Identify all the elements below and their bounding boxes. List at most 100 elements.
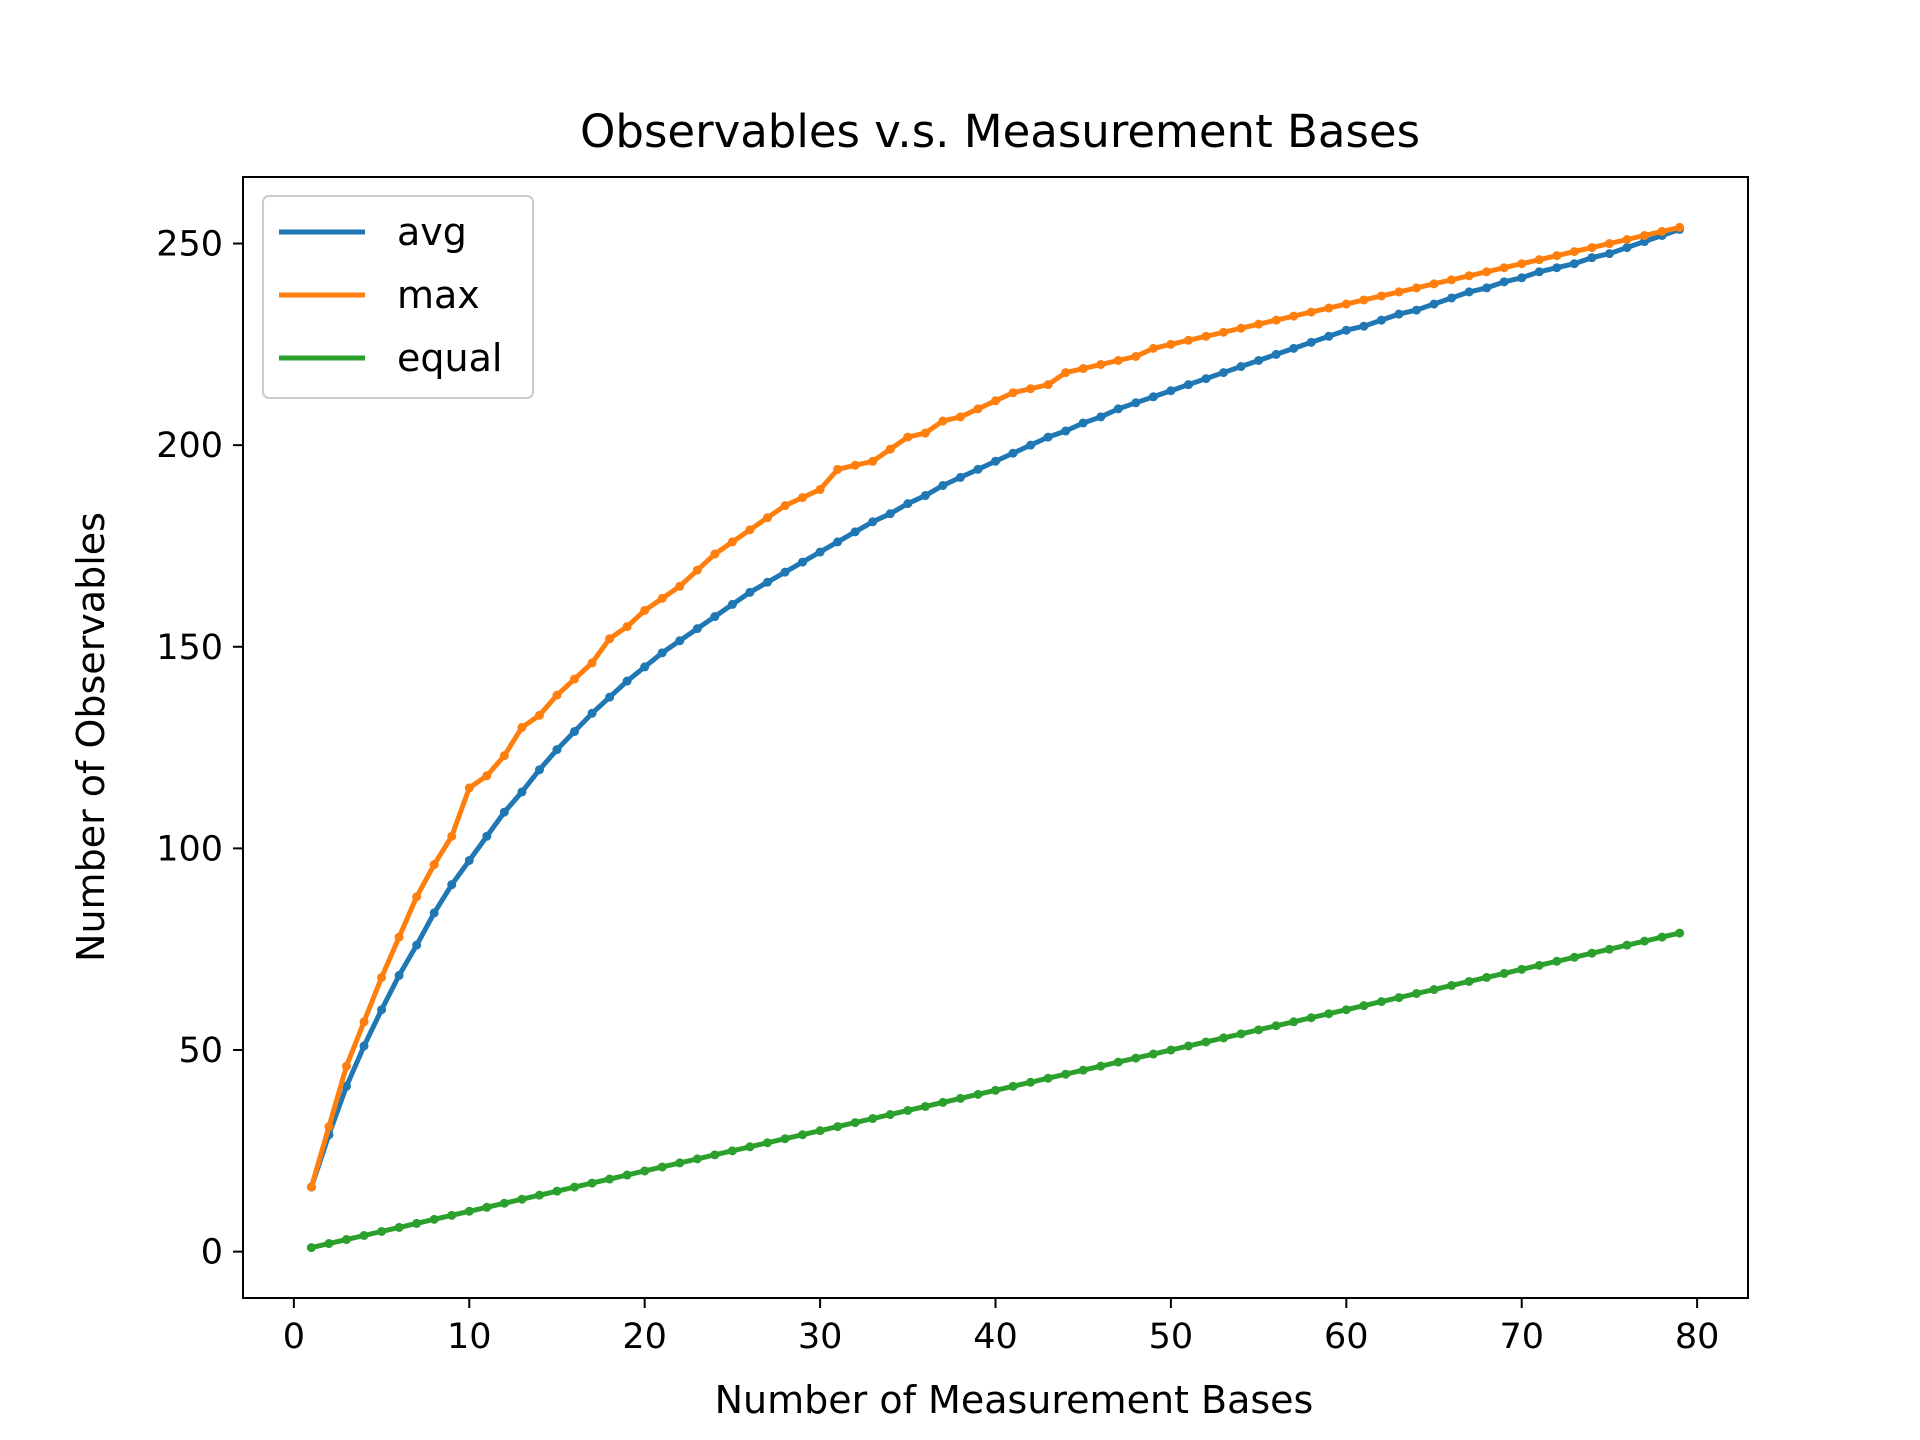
legend-label: max <box>397 273 480 317</box>
data-point-max <box>675 581 685 591</box>
data-point-max <box>1271 315 1281 325</box>
data-point-equal <box>938 1097 948 1107</box>
data-point-max <box>534 710 544 720</box>
data-point-avg <box>587 708 597 718</box>
data-point-equal <box>1359 1001 1369 1011</box>
y-axis-label: Number of Observables <box>69 512 113 962</box>
data-point-avg <box>640 662 650 672</box>
data-point-equal <box>359 1231 369 1240</box>
x-axis-label: Number of Measurement Bases <box>715 1378 1314 1422</box>
data-point-avg <box>973 464 983 474</box>
data-point-max <box>359 1017 369 1027</box>
data-point-max <box>1306 307 1316 317</box>
data-point-equal <box>1201 1037 1211 1047</box>
data-point-equal <box>412 1218 422 1228</box>
data-point-max <box>1675 222 1685 232</box>
data-point-avg <box>517 787 527 797</box>
data-point-avg <box>499 807 509 817</box>
data-point-max <box>482 771 492 781</box>
chart-title: Observables v.s. Measurement Bases <box>580 105 1420 158</box>
data-point-equal <box>552 1186 562 1196</box>
data-point-avg <box>377 1005 387 1015</box>
data-point-equal <box>1043 1073 1053 1083</box>
data-point-avg <box>850 527 860 537</box>
series-max <box>306 222 1685 1192</box>
data-point-max <box>499 751 509 761</box>
data-point-equal <box>991 1085 1000 1095</box>
data-point-equal <box>885 1110 895 1120</box>
plot-frame <box>242 176 1749 1299</box>
x-tick-label: 60 <box>1324 1317 1369 1357</box>
data-point-avg <box>1394 309 1404 319</box>
data-point-max <box>394 932 404 942</box>
data-point-equal <box>324 1239 334 1249</box>
x-tick-label: 80 <box>1675 1317 1720 1357</box>
data-point-avg <box>1096 412 1106 422</box>
data-point-max <box>1587 243 1597 253</box>
data-point-max <box>1096 360 1106 370</box>
data-point-max <box>1376 291 1386 301</box>
data-point-equal <box>1569 952 1579 962</box>
data-point-max <box>850 460 860 470</box>
data-point-max <box>973 404 983 414</box>
data-point-equal <box>1482 972 1492 982</box>
data-point-max <box>833 464 843 474</box>
y-tick-label: 250 <box>156 225 223 265</box>
data-point-equal <box>1341 1005 1351 1015</box>
data-point-max <box>1324 303 1334 313</box>
data-point-equal <box>534 1190 544 1200</box>
data-point-max <box>377 972 387 982</box>
data-point-max <box>324 1122 334 1132</box>
data-point-avg <box>657 648 667 658</box>
data-point-max <box>605 634 615 644</box>
data-point-equal <box>570 1182 580 1192</box>
data-point-avg <box>1061 426 1071 436</box>
data-point-equal <box>850 1118 860 1128</box>
legend-item-equal: equal <box>279 336 502 380</box>
data-point-max <box>745 525 755 535</box>
data-point-max <box>1061 368 1071 378</box>
data-point-max <box>1499 263 1509 273</box>
data-point-avg <box>482 831 492 841</box>
data-point-avg <box>1183 380 1193 390</box>
data-point-max <box>868 456 878 466</box>
data-point-equal <box>640 1166 650 1176</box>
data-point-avg <box>412 940 422 950</box>
data-point-avg <box>1026 440 1036 450</box>
data-point-max <box>1008 388 1018 398</box>
data-point-max <box>710 549 720 559</box>
data-point-equal <box>692 1154 702 1164</box>
data-point-avg <box>359 1041 369 1051</box>
data-point-max <box>1289 311 1299 321</box>
data-point-equal <box>1411 989 1421 999</box>
data-point-max <box>991 396 1000 406</box>
data-point-max <box>1464 271 1474 281</box>
data-point-max <box>1394 287 1404 297</box>
data-point-max <box>1131 351 1141 361</box>
data-point-avg <box>394 970 404 980</box>
data-point-max <box>1148 343 1158 353</box>
data-point-max <box>1254 319 1264 329</box>
data-point-max <box>903 432 913 442</box>
data-point-avg <box>1464 287 1474 297</box>
legend-label: equal <box>397 336 502 380</box>
data-point-equal <box>868 1114 878 1124</box>
data-point-max <box>727 537 737 547</box>
data-point-equal <box>587 1178 597 1188</box>
data-point-max <box>1411 283 1421 293</box>
data-point-equal <box>1271 1021 1281 1031</box>
data-point-max <box>657 593 667 603</box>
data-point-avg <box>1236 362 1246 372</box>
data-point-equal <box>1183 1041 1193 1051</box>
data-point-avg <box>1517 273 1527 283</box>
data-point-max <box>306 1182 316 1192</box>
data-point-equal <box>955 1093 965 1103</box>
data-point-avg <box>1306 337 1316 347</box>
data-point-max <box>920 428 930 438</box>
y-tick-label: 150 <box>156 628 223 668</box>
data-point-avg <box>464 855 474 865</box>
data-point-max <box>552 690 562 700</box>
data-point-avg <box>622 676 632 686</box>
data-point-max <box>517 722 527 732</box>
